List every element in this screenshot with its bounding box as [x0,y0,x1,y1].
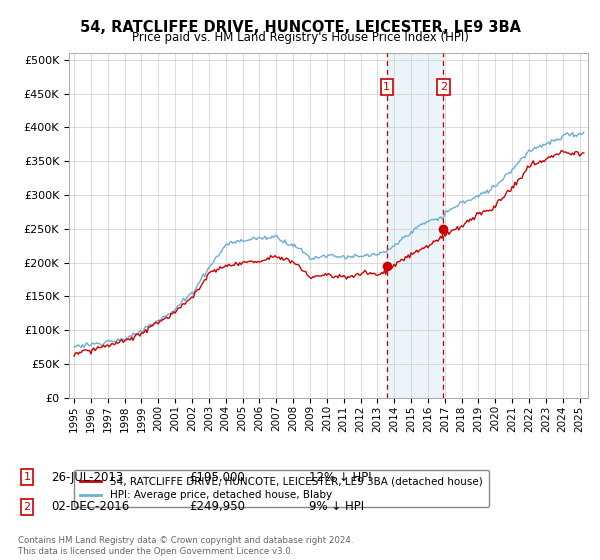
Bar [387,53,443,398]
Text: 26-JUL-2013: 26-JUL-2013 [51,470,123,484]
Text: 02-DEC-2016: 02-DEC-2016 [51,500,129,514]
Text: 1: 1 [23,472,31,482]
Text: £195,000: £195,000 [189,470,245,484]
Text: 2: 2 [440,82,447,92]
Text: £249,950: £249,950 [189,500,245,514]
Text: 1: 1 [383,82,391,92]
Text: Contains HM Land Registry data © Crown copyright and database right 2024.
This d: Contains HM Land Registry data © Crown c… [18,536,353,556]
Text: 12% ↓ HPI: 12% ↓ HPI [309,470,371,484]
Text: Price paid vs. HM Land Registry's House Price Index (HPI): Price paid vs. HM Land Registry's House … [131,31,469,44]
Text: 2: 2 [23,502,31,512]
Text: 54, RATCLIFFE DRIVE, HUNCOTE, LEICESTER, LE9 3BA: 54, RATCLIFFE DRIVE, HUNCOTE, LEICESTER,… [79,20,521,35]
Text: 9% ↓ HPI: 9% ↓ HPI [309,500,364,514]
Legend: 54, RATCLIFFE DRIVE, HUNCOTE, LEICESTER, LE9 3BA (detached house), HPI: Average : 54, RATCLIFFE DRIVE, HUNCOTE, LEICESTER,… [74,470,488,507]
